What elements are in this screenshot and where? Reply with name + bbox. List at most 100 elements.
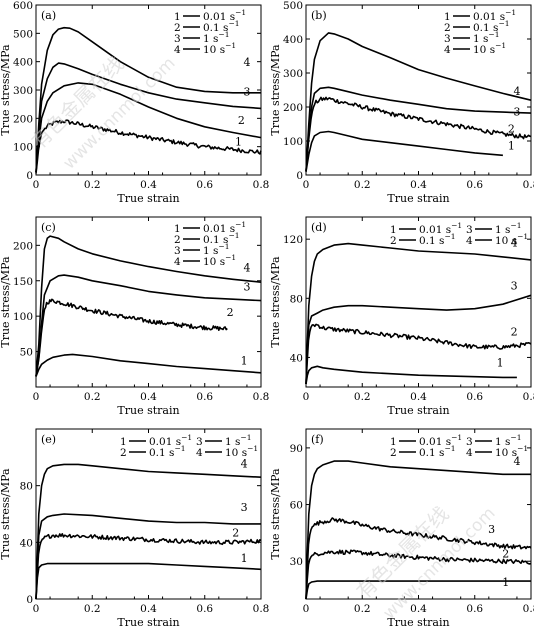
legend-label: 0.01 s−1: [419, 433, 462, 448]
legend-number: 1: [174, 223, 181, 235]
legend-label: 10 s−1: [225, 444, 258, 459]
legend-label: 10 s−1: [203, 253, 236, 268]
x-tick-label: 0.6: [466, 179, 483, 191]
legend-number: 4: [444, 44, 451, 56]
series-4-line: [305, 32, 532, 172]
legend-number: 3: [444, 33, 451, 45]
x-tick-label: 0.4: [140, 391, 157, 403]
x-tick-label: 0.4: [140, 603, 157, 615]
legend-label: 0.1 s−1: [149, 444, 186, 459]
legend: 1 0.01 s−12 0.1 s−13 1 s−14 10 s−1: [174, 220, 246, 268]
curve-label-3: 3: [241, 501, 248, 514]
curve-label-2: 2: [238, 114, 245, 127]
curve-label-3: 3: [488, 523, 495, 536]
series-1-line: [35, 353, 262, 377]
x-tick-label: 0.2: [354, 391, 371, 403]
legend-number: 2: [390, 235, 397, 247]
panel-4: 0 0.2 0.4 0.6 0.8 40 80 120 True strain True stre…: [269, 216, 534, 417]
legend-number: 2: [120, 447, 127, 459]
y-tick-label: 100: [283, 136, 303, 148]
y-tick-label: 0: [26, 170, 33, 182]
y-tick-label: 120: [283, 234, 303, 246]
legend-number: 3: [466, 436, 473, 448]
y-tick-label: 300: [13, 85, 33, 97]
x-tick-label: 0.8: [523, 391, 534, 403]
legend-number: 4: [174, 44, 181, 56]
legend-exponent: −1: [517, 444, 528, 453]
legend-exponent: −1: [235, 220, 246, 229]
legend-label: 10 s−1: [473, 41, 506, 56]
panel-1: 0 0.2 0.4 0.6 0.8 0 100 200 300 400 500 600 True str…: [0, 0, 269, 205]
panel-title: (b): [311, 9, 327, 22]
legend-exponent: −1: [225, 253, 236, 262]
x-tick-label: 0.8: [523, 603, 534, 615]
y-tick-label: 40: [290, 352, 303, 364]
panel-title: (e): [41, 433, 56, 446]
y-tick-label: 0: [296, 170, 303, 182]
y-tick-label: 50: [20, 347, 33, 359]
x-axis-label: True strain: [387, 404, 449, 417]
legend-exponent: −1: [505, 8, 516, 17]
curve-label-1: 1: [497, 356, 504, 369]
series-3-line: [305, 517, 532, 600]
y-tick-label: 90: [290, 443, 303, 455]
legend-exponent: −1: [247, 444, 258, 453]
y-tick-label: 200: [13, 240, 33, 252]
curve-label-1: 1: [508, 140, 515, 153]
panel-5: 0 0.2 0.4 0.6 0.8 0 40 80 True strain True stress…: [0, 428, 269, 629]
y-tick-label: 30: [290, 556, 303, 568]
legend-label: 0.1 s−1: [419, 232, 456, 247]
series-4-line: [35, 26, 261, 173]
x-axis-label: True strain: [387, 192, 449, 205]
series-3-line: [305, 86, 532, 172]
legend-number: 2: [390, 447, 397, 459]
series-4-line: [35, 235, 262, 377]
series-1-line: [305, 365, 517, 385]
legend-number: 1: [174, 11, 181, 23]
y-tick-label: 100: [13, 142, 33, 154]
y-axis-label: True stress/MPa: [269, 44, 282, 136]
series-2-line: [35, 533, 262, 600]
legend-exponent: −1: [444, 232, 455, 241]
series-4-line: [35, 463, 262, 600]
legend-number: 4: [466, 447, 473, 459]
x-tick-label: 0.6: [466, 391, 483, 403]
legend-number: 2: [444, 22, 451, 34]
x-tick-label: 0.8: [253, 391, 270, 403]
curve-label-1: 1: [241, 354, 248, 367]
legend-number: 1: [390, 436, 397, 448]
legend-exponent: −1: [181, 433, 192, 442]
x-tick-label: 0.6: [196, 391, 213, 403]
curve-label-3: 3: [513, 106, 520, 119]
legend-number: 3: [466, 224, 473, 236]
legend-label: 0.01 s−1: [203, 220, 246, 235]
curve-label-4: 4: [513, 455, 520, 468]
y-axis-label: True stress/MPa: [0, 256, 12, 348]
panel-title: (f): [311, 433, 324, 446]
y-tick-label: 60: [290, 500, 303, 512]
legend-exponent: −1: [451, 221, 462, 230]
y-tick-label: 100: [13, 311, 33, 323]
curve-label-3: 3: [243, 86, 250, 99]
curve-label-2: 2: [227, 306, 234, 319]
curve-label-2: 2: [232, 527, 239, 540]
legend: 1 0.01 s−1 3 1 s−12 0.1 s−1 4 10 s−1: [390, 221, 528, 247]
y-tick-label: 500: [13, 28, 33, 40]
curve-label-1: 1: [502, 576, 509, 589]
curve-label-1: 1: [241, 552, 248, 565]
legend-label: 0.01 s−1: [149, 433, 192, 448]
legend-exponent: −1: [218, 30, 229, 39]
y-tick-label: 200: [13, 113, 33, 125]
y-tick-label: 150: [13, 276, 33, 288]
legend-number: 4: [196, 447, 203, 459]
curve-label-3: 3: [243, 281, 250, 294]
x-tick-label: 0: [33, 179, 40, 191]
legend-exponent: −1: [174, 444, 185, 453]
legend-exponent: −1: [228, 231, 239, 240]
panel-title: (a): [41, 9, 56, 22]
legend-number: 3: [196, 436, 203, 448]
legend-number: 4: [174, 256, 181, 268]
x-axis-label: True strain: [117, 616, 179, 629]
legend: 1 0.01 s−12 0.1 s−13 1 s−14 10 s−1: [174, 8, 246, 56]
legend: 1 0.01 s−12 0.1 s−13 1 s−14 10 s−1: [444, 8, 516, 56]
